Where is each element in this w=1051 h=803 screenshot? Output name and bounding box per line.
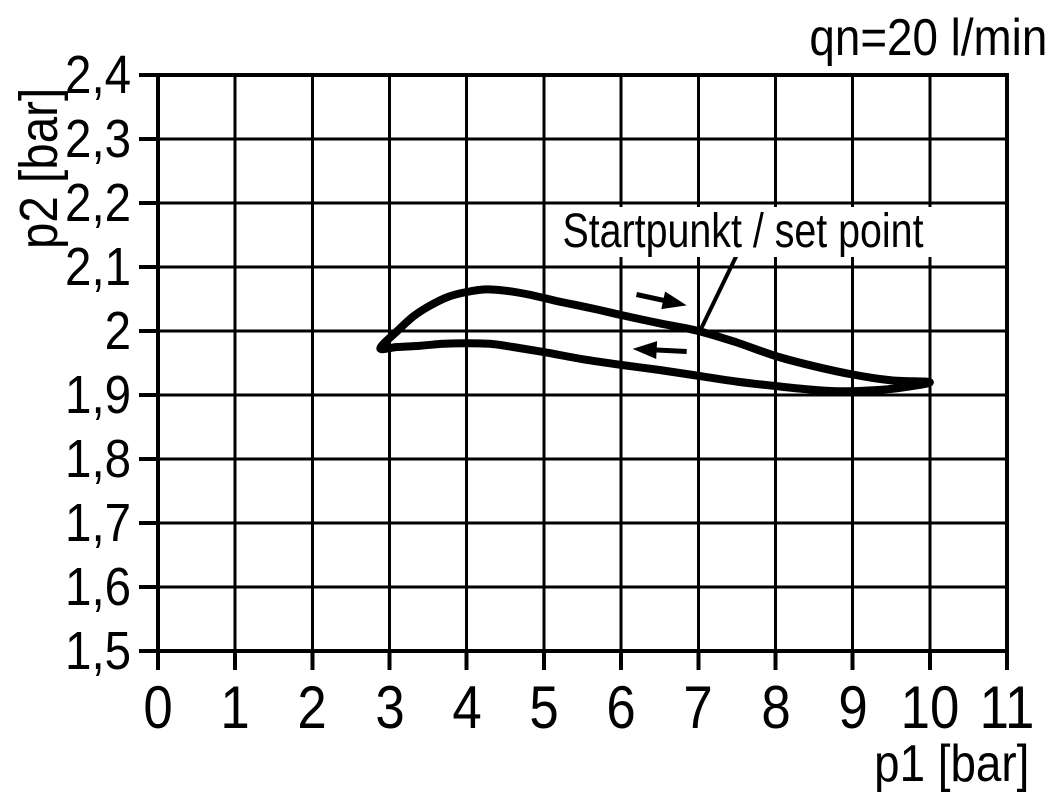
y-tick-label: 2,2 [64, 173, 131, 233]
y-tick-label: 2 [104, 301, 131, 361]
annotation-label: Startpunkt / set point [554, 206, 932, 258]
y-tick-label: 2,4 [64, 45, 131, 105]
hysteresis-curve [376, 285, 934, 396]
annotation-leader-line [698, 253, 739, 331]
flow-rate-condition-label: qn=20 l/min [809, 9, 1047, 67]
x-tick-label: 7 [683, 674, 713, 741]
grid-lines [158, 75, 1007, 651]
x-tick-label: 2 [297, 674, 328, 741]
x-tick-label: 5 [529, 674, 559, 741]
y-tick-label: 1,6 [64, 557, 131, 617]
y-tick-label: 1,9 [64, 365, 131, 425]
y-tick-label: 2,3 [64, 109, 131, 169]
x-tick-label: 6 [606, 674, 636, 741]
x-axis-title: p1 [bar] [873, 735, 1029, 793]
y-tick-label: 1,5 [64, 621, 131, 681]
x-tick-label: 9 [837, 674, 868, 741]
x-tick-label: 3 [374, 674, 405, 741]
x-tick-label: 4 [452, 674, 482, 741]
direction-arrow-right [635, 291, 687, 310]
y-tick-label: 1,8 [64, 429, 131, 489]
x-tick-label: 0 [143, 674, 173, 741]
plot-frame [156, 73, 1009, 653]
y-tick-label: 1,7 [64, 493, 131, 553]
x-tick-label: 11 [979, 674, 1035, 741]
y-tick-label: 2,1 [64, 237, 131, 297]
x-tick-label: 1 [220, 674, 250, 741]
y-axis-title: p2 [bar] [9, 87, 69, 249]
x-tick-label: 8 [760, 674, 791, 741]
tick-marks [139, 73, 1009, 670]
direction-arrow-left [632, 341, 687, 359]
x-tick-label: 10 [900, 674, 960, 741]
